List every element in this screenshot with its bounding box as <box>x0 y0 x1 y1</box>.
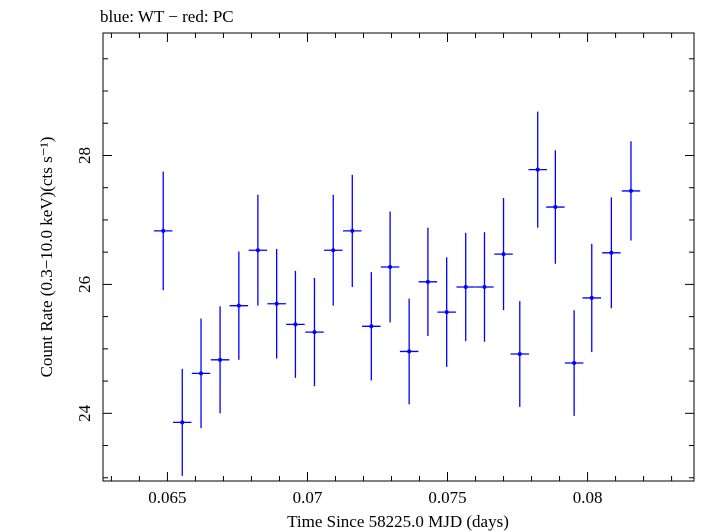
data-marker <box>331 248 336 253</box>
data-point <box>602 197 621 309</box>
data-marker <box>255 248 260 253</box>
data-point <box>173 368 192 476</box>
data-point <box>191 318 211 429</box>
data-marker <box>199 371 204 376</box>
data-point <box>437 257 456 367</box>
data-marker <box>482 284 487 289</box>
data-marker <box>572 361 577 366</box>
data-point <box>418 227 438 336</box>
y-axis: 24 26 28 <box>75 58 694 479</box>
x-axis-label: Time Since 58225.0 MJD (days) <box>287 512 509 531</box>
y-tick-label: 28 <box>75 147 94 164</box>
y-axis-label: Count Rate (0.3−10.0 keV)(cts s⁻¹) <box>37 137 56 378</box>
data-marker <box>501 252 506 257</box>
data-marker <box>609 250 614 255</box>
data-point <box>528 111 547 228</box>
data-marker <box>312 330 317 335</box>
y-tick-label: 26 <box>75 276 94 293</box>
data-marker <box>407 349 412 354</box>
data-point <box>456 232 475 342</box>
data-marker <box>369 324 374 329</box>
data-marker <box>350 228 355 233</box>
data-point <box>323 194 343 306</box>
data-point <box>210 306 230 414</box>
data-marker <box>218 357 223 362</box>
data-point <box>153 171 173 291</box>
x-tick-label: 0.07 <box>293 488 323 507</box>
data-marker <box>425 279 430 284</box>
data-marker <box>161 228 166 233</box>
data-point <box>229 251 249 360</box>
data-point <box>621 141 641 241</box>
data-point <box>267 248 286 359</box>
data-marker <box>517 352 522 357</box>
data-point <box>494 198 513 311</box>
data-marker <box>180 420 185 425</box>
x-axis: 0.065 0.07 0.075 0.08 <box>110 33 673 507</box>
data-marker <box>388 264 393 269</box>
data-marker <box>553 205 558 210</box>
data-point <box>248 194 268 306</box>
plot-frame <box>102 32 695 482</box>
data-point <box>343 174 362 287</box>
data-point <box>582 243 602 353</box>
data-marker <box>293 322 298 327</box>
data-marker <box>463 284 468 289</box>
data-point <box>362 272 381 381</box>
data-marker <box>535 167 540 172</box>
chart-title: blue: WT − red: PC <box>100 7 234 26</box>
data-marker <box>274 301 279 306</box>
data-marker <box>628 188 633 193</box>
data-point <box>510 301 530 407</box>
data-point <box>380 211 400 323</box>
data-marker <box>589 295 594 300</box>
x-tick-label: 0.08 <box>573 488 603 507</box>
data-point <box>399 298 419 405</box>
data-series <box>153 111 641 476</box>
data-marker <box>444 310 449 315</box>
x-tick-label: 0.075 <box>428 488 466 507</box>
data-point <box>305 277 324 387</box>
x-tick-label: 0.065 <box>148 488 186 507</box>
data-point <box>564 310 584 416</box>
data-point <box>475 232 494 342</box>
data-marker <box>236 303 241 308</box>
y-tick-label: 24 <box>75 404 94 422</box>
data-point <box>286 270 305 378</box>
data-point <box>546 150 565 264</box>
